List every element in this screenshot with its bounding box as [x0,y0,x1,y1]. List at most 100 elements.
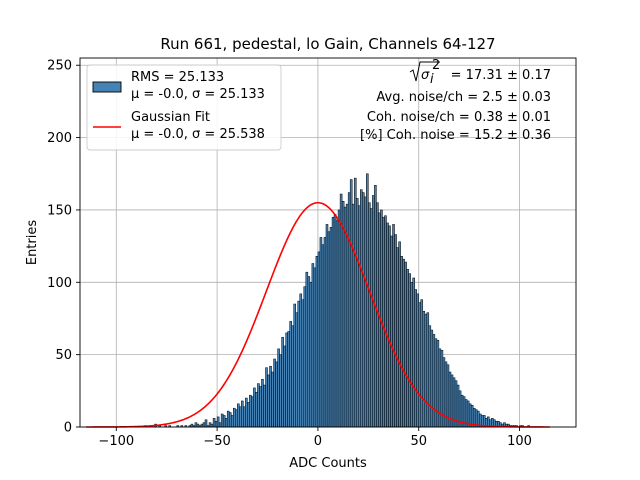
histogram-bar [230,415,234,428]
histogram-bar [224,418,228,428]
histogram-bar [218,422,222,428]
sqrt-symbol [409,61,440,82]
x-axis-ticks: −100 −50 0 50 100 [98,427,532,449]
histogram-bar [204,419,208,428]
histogram-bar [406,269,409,428]
x-axis-label: ADC Counts [289,456,367,471]
histogram-bar [339,193,343,428]
histogram-bar [265,367,268,428]
histogram-bar [275,361,278,428]
histogram-bar [408,273,411,428]
histogram-bar [214,420,218,428]
histogram-bar [351,203,355,428]
histogram-bar [232,407,236,428]
histogram-bar [267,374,270,428]
histogram-bar [360,189,363,428]
histogram-bar [279,354,282,428]
histogram-bar [241,400,244,428]
histogram-bar [422,310,426,428]
histogram-bar [434,338,438,428]
histogram-bar [386,222,389,428]
histogram-bar [319,237,323,428]
histogram-bar [396,247,399,428]
histogram-bar [364,196,367,428]
histogram-bar [291,325,294,428]
histogram-bar [384,215,387,428]
histogram-bar [283,345,286,428]
histogram-bar [216,416,220,428]
histogram-bar [289,321,292,428]
histogram-bar [420,299,424,428]
x-tick-label: 50 [410,434,427,449]
histogram-bar [257,383,260,428]
histogram-bar [235,409,238,428]
histogram-bar [239,406,242,428]
y-tick-label: 250 [47,59,72,74]
histogram-bar [249,394,252,428]
histogram-bar [285,332,288,428]
histogram-bar [317,251,321,428]
histogram-bar [311,263,315,428]
histogram-bar [388,225,391,428]
legend-histogram-swatch [92,81,122,93]
histogram-bar [253,387,256,428]
histogram-bar [293,303,296,428]
legend: RMS = 25.133 μ = -0.0, σ = 25.133 Gaussi… [86,64,282,151]
histogram-bar [370,208,373,428]
chart-title: Run 661, pedestal, lo Gain, Channels 64-… [160,35,495,53]
histogram-bar [251,396,254,428]
histogram-bar [325,224,329,428]
histogram-bar [228,412,232,428]
histogram-bar [307,276,311,428]
histogram-bar [271,371,274,428]
histogram-bar [247,402,250,428]
gaussian-fit-line [86,201,550,428]
histogram-bar [432,334,436,428]
histogram-bar [424,313,428,428]
histogram-bar [321,244,325,428]
histogram-bar [343,206,347,428]
histogram-bar [347,192,351,428]
histogram-bar [333,214,337,428]
sqrt-sigma-value: = 17.31 ± 0.17 [451,68,551,83]
histogram-bar [263,384,266,428]
histogram-bar [245,397,248,428]
y-tick-label: 50 [55,348,72,363]
histogram-bar [259,386,262,428]
y-tick-label: 150 [47,203,72,218]
legend-histogram-label: RMS = 25.133 [131,70,224,85]
histogram-bar [394,234,397,428]
histogram-bar [357,205,361,428]
histogram-bar [202,422,206,428]
y-tick-label: 200 [47,131,72,146]
histogram-bar [368,202,371,428]
sigma-symbol: σ [421,68,430,83]
histogram-bar [402,258,405,428]
histogram-bar [226,410,230,428]
histogram-bar [261,378,264,428]
sigma-superscript: 2 [432,58,440,73]
histogram-bar [237,403,240,428]
histogram-bar [269,365,272,428]
histogram-bar [436,339,440,428]
histogram-bar [412,277,415,428]
x-tick-label: 0 [314,434,322,449]
histogram-bar [297,300,301,428]
histogram-bars [144,173,530,428]
histogram-bar [355,198,359,428]
histogram-bar [400,255,403,428]
histogram-bar [301,299,305,428]
histogram-bar [281,337,284,428]
histogram-bar [194,422,198,428]
histogram-bar [299,293,303,428]
histogram-bar [390,235,393,428]
histogram-bar [313,267,317,428]
histogram-bar [353,177,357,428]
histogram-bar [277,348,280,428]
histogram-bar [329,227,333,428]
histogram-bar [212,418,216,428]
histogram-bar [398,241,401,428]
histogram-bar [273,358,276,428]
histogram-bar [410,282,413,428]
legend-fit-stats: μ = -0.0, σ = 25.538 [131,127,265,142]
